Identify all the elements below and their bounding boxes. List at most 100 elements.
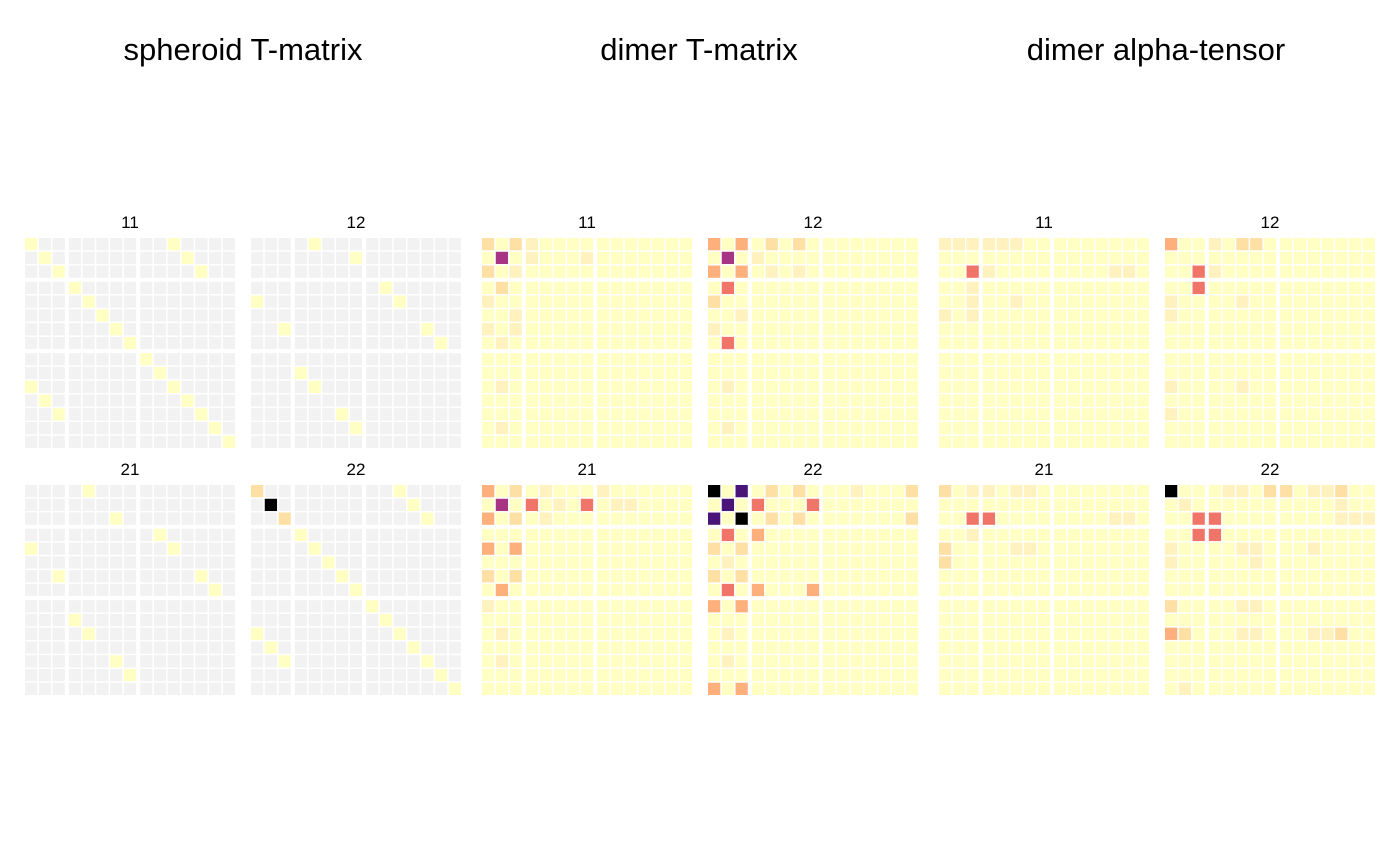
- heatmap-cell: [1321, 683, 1333, 695]
- heatmap-cell: [1095, 584, 1107, 596]
- heatmap-cell: [1363, 323, 1375, 335]
- heatmap-cell: [1038, 683, 1050, 695]
- heatmap-cell: [779, 309, 791, 321]
- heatmap-cell: [1321, 641, 1333, 653]
- heatmap-cell: [1294, 628, 1306, 640]
- heatmap-cell: [279, 600, 291, 612]
- heatmap-cell: [892, 296, 904, 308]
- heatmap-cell: [864, 296, 876, 308]
- heatmap-cell: [983, 323, 995, 335]
- heatmap-cell: [251, 381, 263, 393]
- heatmap-cell: [124, 485, 136, 497]
- heatmap-cell: [154, 296, 166, 308]
- heatmap-cell: [1082, 282, 1094, 294]
- heatmap-cell: [823, 543, 835, 555]
- heatmap-cell: [1038, 584, 1050, 596]
- heatmap-cell: [722, 600, 734, 612]
- heatmap-cell: [567, 655, 579, 667]
- heatmap-cell: [1054, 394, 1066, 406]
- heatmap-cell: [53, 337, 65, 349]
- heatmap-cell: [25, 628, 37, 640]
- heatmap-cell: [526, 238, 538, 250]
- heatmap-cell: [736, 353, 748, 365]
- heatmap-cell: [309, 556, 321, 568]
- heatmap-cell: [540, 394, 552, 406]
- heatmap-cell: [708, 238, 720, 250]
- heatmap-cell: [793, 367, 805, 379]
- heatmap-cell: [421, 641, 433, 653]
- heatmap-cell: [350, 641, 362, 653]
- heatmap-cell: [336, 381, 348, 393]
- heatmap-cell: [1054, 238, 1066, 250]
- heatmap-cell: [53, 513, 65, 525]
- heatmap-cell: [878, 683, 890, 695]
- heatmap-cell: [394, 543, 406, 555]
- heatmap-cell: [553, 266, 565, 278]
- heatmap-cell: [597, 238, 609, 250]
- heatmap-cell: [309, 614, 321, 626]
- heatmap-cell: [496, 570, 508, 582]
- heatmap-cell: [967, 628, 979, 640]
- heatmap-cell: [892, 513, 904, 525]
- heatmap-cell: [510, 309, 522, 321]
- heatmap-cell: [680, 282, 692, 294]
- heatmap-cell: [110, 485, 122, 497]
- heatmap-cell: [39, 436, 51, 448]
- heatmap-cell: [1054, 296, 1066, 308]
- heatmap-cell: [708, 556, 720, 568]
- heatmap-cell: [779, 556, 791, 568]
- heatmap-cell: [567, 485, 579, 497]
- heatmap-cell: [1321, 543, 1333, 555]
- heatmap-cell: [1321, 296, 1333, 308]
- heatmap-cell: [1054, 584, 1066, 596]
- heatmap-cell: [110, 614, 122, 626]
- heatmap-cell: [1209, 614, 1221, 626]
- heatmap-cell: [279, 543, 291, 555]
- heatmap-cell: [407, 584, 419, 596]
- heatmap-cell: [638, 353, 650, 365]
- heatmap-cell: [1109, 628, 1121, 640]
- heatmap-cell: [1223, 252, 1235, 264]
- heatmap-cell: [666, 353, 678, 365]
- heatmap-cell: [1308, 543, 1320, 555]
- heatmap-cell: [1236, 266, 1248, 278]
- heatmap-cell: [96, 367, 108, 379]
- heatmap-cell: [1363, 499, 1375, 511]
- heatmap-cell: [1223, 266, 1235, 278]
- heatmap-cell: [69, 367, 81, 379]
- heatmap-cell: [265, 422, 277, 434]
- heatmap-cell: [1068, 683, 1080, 695]
- heatmap-cell: [69, 353, 81, 365]
- heatmap-cell: [1082, 584, 1094, 596]
- heatmap-cell: [124, 614, 136, 626]
- heatmap-cell: [1308, 266, 1320, 278]
- heatmap-cell: [666, 436, 678, 448]
- heatmap-cell: [823, 252, 835, 264]
- heatmap-cell: [1123, 543, 1135, 555]
- heatmap-cell: [1165, 584, 1177, 596]
- heatmap-cell: [181, 655, 193, 667]
- heatmap-cell: [553, 323, 565, 335]
- heatmap-cell: [1349, 422, 1361, 434]
- heatmap-cell: [1179, 296, 1191, 308]
- heatmap-cell: [680, 499, 692, 511]
- heatmap-cell: [779, 381, 791, 393]
- heatmap-cell: [1294, 353, 1306, 365]
- heatmap-cell: [124, 600, 136, 612]
- heatmap-cell: [1024, 499, 1036, 511]
- heatmap-cell: [1308, 683, 1320, 695]
- heatmap-cell: [666, 422, 678, 434]
- heatmap-cell: [1250, 556, 1262, 568]
- heatmap-cell: [793, 600, 805, 612]
- heatmap-cell: [597, 499, 609, 511]
- heatmap-cell: [1335, 628, 1347, 640]
- heatmap-cell: [953, 543, 965, 555]
- heatmap-cell: [1193, 570, 1205, 582]
- heatmap-cell: [779, 655, 791, 667]
- heatmap-cell: [1349, 238, 1361, 250]
- heatmap-cell: [482, 543, 494, 555]
- heatmap-cell: [540, 669, 552, 681]
- heatmap-cell: [1280, 238, 1292, 250]
- heatmap-cell: [652, 499, 664, 511]
- heatmap-cell: [837, 529, 849, 541]
